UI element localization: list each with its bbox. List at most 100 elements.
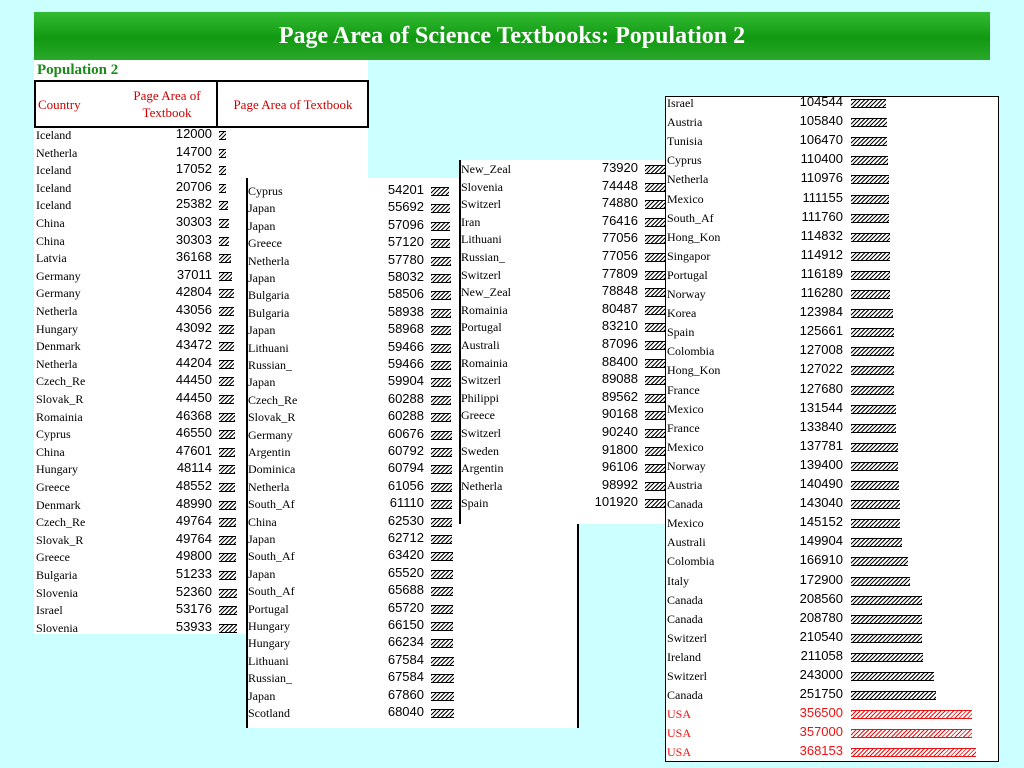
page-area-value: 44450 <box>175 372 212 387</box>
page-area-bar <box>431 431 452 440</box>
page-area-bar <box>219 430 235 439</box>
page-area-bar <box>431 413 451 422</box>
country-name: Dominica <box>248 462 296 476</box>
page-area-value: 62530 <box>387 513 424 528</box>
table-row: Germany 60676 <box>246 426 576 443</box>
page-area-bar <box>851 710 972 719</box>
table-row: Netherla 61056 <box>246 478 576 495</box>
header-page-area-right: Page Area of Textbook <box>233 97 353 112</box>
page-area-value: 74880 <box>601 195 638 210</box>
table-row: Canada 143040 <box>665 495 995 512</box>
page-area-value: 357000 <box>799 724 843 739</box>
page-area-bar <box>431 500 452 509</box>
country-name: USA <box>667 707 692 721</box>
country-name: Colombia <box>667 554 715 568</box>
table-row: Japan 58968 <box>246 321 576 338</box>
page-area-value: 65720 <box>387 600 424 615</box>
table-row: Norway 139400 <box>665 457 995 474</box>
page-area-value: 77809 <box>601 266 638 281</box>
table-row: Hong_Kon 127022 <box>665 361 995 378</box>
page-area-bar <box>645 183 665 192</box>
table-row: Cyprus 54201 <box>246 182 576 199</box>
country-name: Japan <box>248 323 276 337</box>
page-area-bar <box>851 366 894 375</box>
page-area-value: 139400 <box>799 457 843 472</box>
page-area-value: 210540 <box>799 629 843 644</box>
table-row: Norway 116280 <box>665 285 995 302</box>
page-area-bar <box>219 360 234 369</box>
page-area-value: 77056 <box>601 230 638 245</box>
table-row: Israel 104544 <box>665 94 995 111</box>
table-row: Bulgaria 51233 <box>34 566 364 583</box>
page-area-value: 123984 <box>799 304 843 319</box>
table-row: Slovenia 52360 <box>34 584 364 601</box>
page-area-bar <box>645 306 665 315</box>
table-row: Slovenia 53933 <box>34 619 364 636</box>
page-area-value: 140490 <box>799 476 843 491</box>
table-row: Australi 149904 <box>665 533 995 550</box>
page-area-bar <box>851 405 896 414</box>
page-area-value: 104544 <box>799 94 843 109</box>
page-area-bar <box>431 274 451 283</box>
page-area-bar <box>431 396 451 405</box>
page-area-value: 44450 <box>175 390 212 405</box>
table-row: Switzerl 210540 <box>665 629 995 646</box>
table-row: Russian_ 77056 <box>459 248 789 265</box>
country-name: Colombia <box>667 344 715 358</box>
country-name: China <box>36 234 65 248</box>
country-name: Switzerl <box>461 197 501 211</box>
page-area-value: 73920 <box>601 160 638 175</box>
page-area-bar <box>645 253 665 262</box>
page-area-value: 101920 <box>594 494 638 509</box>
table-row: Greece 90168 <box>459 406 789 423</box>
page-area-bar <box>219 325 234 334</box>
country-name: South_Af <box>248 549 295 563</box>
table-row: France 127680 <box>665 381 995 398</box>
table-row: Israel 53176 <box>34 601 364 618</box>
country-name: Denmark <box>36 498 81 512</box>
table-row: Spain 125661 <box>665 323 995 340</box>
table-row: Japan 67860 <box>246 687 576 704</box>
table-row: China 47601 <box>34 443 364 460</box>
country-name: Iceland <box>36 128 72 142</box>
table-row: Netherla 43056 <box>34 302 364 319</box>
country-name: Romainia <box>461 356 508 370</box>
page-area-value: 114912 <box>800 247 843 262</box>
table-row: Hungary 48114 <box>34 460 364 477</box>
table-row: China 30303 <box>34 232 364 249</box>
table-row: Cyprus 46550 <box>34 425 364 442</box>
country-name: Mexico <box>667 192 704 206</box>
table-row: China 62530 <box>246 513 576 530</box>
country-name: Austria <box>667 478 703 492</box>
page-area-bar <box>851 634 922 643</box>
page-area-bar <box>219 377 234 386</box>
page-area-bar <box>431 239 450 248</box>
table-row: Japan 62712 <box>246 530 576 547</box>
table-row: USA 368153 <box>665 743 995 760</box>
country-name: Switzerl <box>461 426 501 440</box>
country-name: Italy <box>667 574 689 588</box>
page-area-value: 133840 <box>799 419 843 434</box>
page-area-value: 48114 <box>176 460 212 475</box>
table-row: Czech_Re 49764 <box>34 513 364 530</box>
page-area-bar <box>219 307 234 316</box>
country-name: Romainia <box>36 410 83 424</box>
page-area-bar <box>219 272 232 281</box>
page-area-bar <box>431 361 451 370</box>
country-name: Switzerl <box>461 268 501 282</box>
country-name: Tunisia <box>667 134 703 148</box>
country-name: Bulgaria <box>36 568 78 582</box>
page-area-value: 251750 <box>799 686 843 701</box>
table-row: Germany 37011 <box>34 267 364 284</box>
page-area-value: 77056 <box>601 248 638 263</box>
page-area-value: 116280 <box>800 285 843 300</box>
page-area-bar <box>645 271 665 280</box>
country-name: Iran <box>461 215 481 229</box>
page-area-value: 55692 <box>387 199 424 214</box>
page-area-value: 111155 <box>802 190 844 205</box>
country-name: Australi <box>667 535 706 549</box>
country-name: Greece <box>36 480 70 494</box>
table-row: Slovak_R 49764 <box>34 531 364 548</box>
table-row: Iran 76416 <box>459 213 789 230</box>
page-area-value: 90168 <box>601 406 638 421</box>
